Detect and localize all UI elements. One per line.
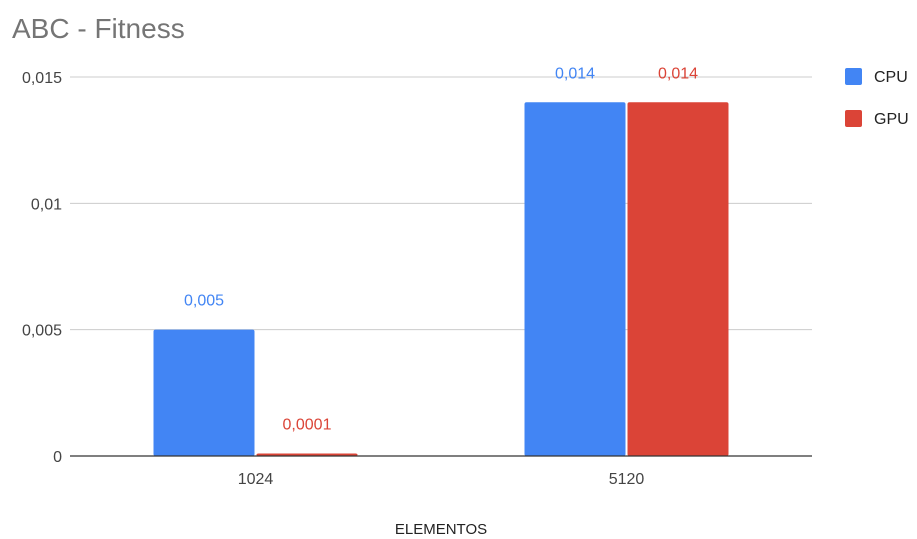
x-axis-title: ELEMENTOS (395, 521, 487, 538)
y-tick-label: 0 (53, 449, 62, 466)
chart-title: ABC - Fitness (12, 13, 185, 44)
bars (153, 102, 729, 457)
legend-label-gpu: GPU (874, 111, 909, 128)
bar-cpu-5120 (524, 102, 626, 457)
bar-cpu-1024 (153, 329, 255, 456)
bar-gpu-1024 (256, 453, 358, 456)
data-label-cpu-5120: 0,014 (555, 65, 595, 82)
legend: CPU GPU (845, 68, 909, 128)
data-label-gpu-5120: 0,014 (658, 65, 698, 82)
legend-swatch-gpu (845, 110, 862, 127)
data-label-gpu-1024: 0,0001 (283, 416, 332, 433)
x-tick-label: 5120 (609, 471, 645, 488)
legend-label-cpu: CPU (874, 69, 908, 86)
data-label-cpu-1024: 0,005 (184, 293, 224, 310)
y-tick-label: 0,015 (22, 70, 62, 87)
data-labels: 0,005 0,0001 0,014 0,014 (184, 65, 698, 433)
bar-gpu-5120 (627, 102, 729, 457)
x-axis-ticks: 1024 5120 (238, 471, 645, 488)
y-axis-ticks: 0 0,005 0,01 0,015 (22, 70, 62, 466)
legend-swatch-cpu (845, 68, 862, 85)
x-tick-label: 1024 (238, 471, 274, 488)
y-tick-label: 0,01 (31, 196, 62, 213)
y-tick-label: 0,005 (22, 323, 62, 340)
